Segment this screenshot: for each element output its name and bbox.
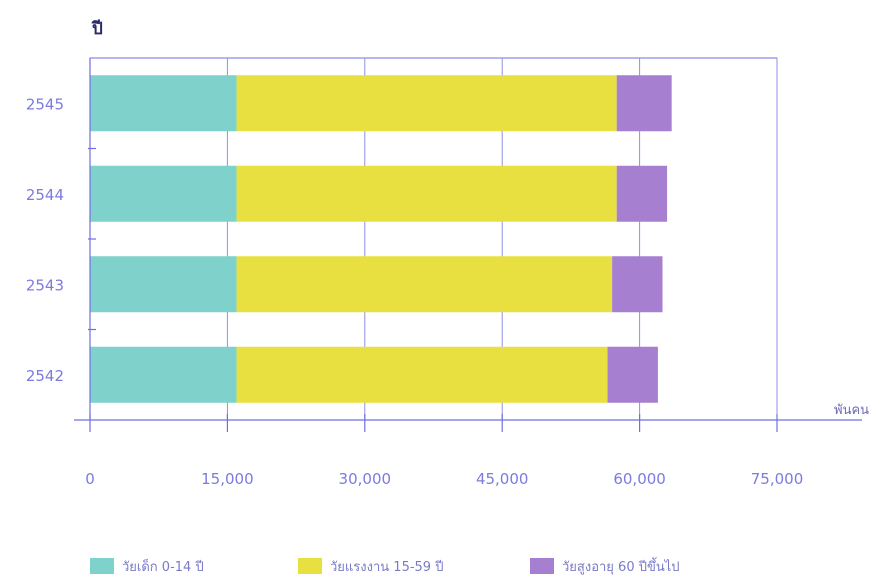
bar-segment <box>90 165 237 222</box>
legend-label: วัยสูงอายุ 60 ปีขึ้นไป <box>562 557 680 575</box>
bar-segment <box>90 346 237 403</box>
legend-label: วัยแรงงาน 15-59 ปี <box>330 559 443 575</box>
legend-swatch <box>530 558 554 574</box>
x-tick-label: 75,000 <box>751 470 804 488</box>
bar-segment <box>612 256 663 313</box>
legend-label: วัยเด็ก 0-14 ปี <box>122 557 204 575</box>
x-tick-label: 60,000 <box>613 470 666 488</box>
y-tick-label: 2542 <box>26 367 64 385</box>
y-tick-label: 2543 <box>26 276 64 294</box>
x-tick-label: 0 <box>85 470 95 488</box>
bars <box>90 75 672 403</box>
x-tick-label: 30,000 <box>339 470 392 488</box>
bar-segment <box>236 75 617 132</box>
bar-segment <box>616 75 672 132</box>
bar-segment <box>90 75 237 132</box>
axes: 0 15,000 30,000 45,000 60,000 75,000 2545 2544 2… <box>26 58 862 488</box>
y-tick-label: 2545 <box>26 95 64 113</box>
bar-segment <box>90 256 237 313</box>
legend-swatch <box>298 558 322 574</box>
bar-segment <box>607 346 658 403</box>
bar-segment <box>236 346 608 403</box>
x-tick-label: 15,000 <box>201 470 254 488</box>
x-tick-label: 45,000 <box>476 470 529 488</box>
bar-segment <box>236 165 617 222</box>
y-tick-label: 2544 <box>26 186 64 204</box>
legend-swatch <box>90 558 114 574</box>
legend: วัยเด็ก 0-14 ปี วัยแรงงาน 15-59 ปี วัยสูงอ… <box>90 557 680 575</box>
y-axis-title: ปี <box>91 18 103 39</box>
x-axis-unit-label: พันคน <box>834 403 869 418</box>
bar-segment <box>236 256 613 313</box>
bar-segment <box>616 165 668 222</box>
